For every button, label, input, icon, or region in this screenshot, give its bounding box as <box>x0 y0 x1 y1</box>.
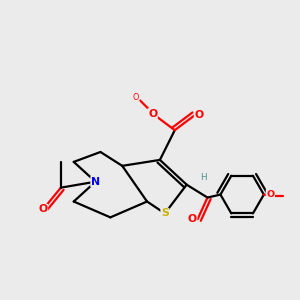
Text: O: O <box>148 109 157 119</box>
Text: H: H <box>200 173 206 182</box>
Text: O: O <box>188 214 197 224</box>
Text: O: O <box>266 190 274 199</box>
Text: O: O <box>132 93 139 102</box>
Text: O: O <box>38 204 48 214</box>
Text: S: S <box>161 208 169 218</box>
Text: O: O <box>194 110 204 120</box>
Text: N: N <box>91 177 100 187</box>
